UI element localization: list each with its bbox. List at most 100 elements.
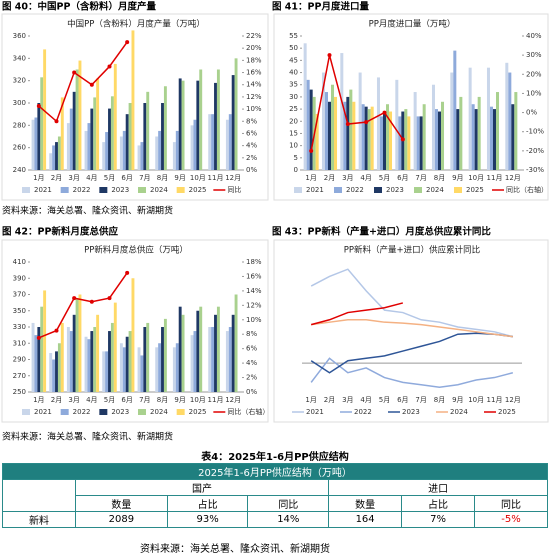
- y-tick-label: 390: [13, 274, 26, 282]
- y2-tick-label: 0%: [246, 388, 257, 396]
- x-tick-label: 9月: [174, 396, 185, 404]
- bar: [389, 111, 393, 170]
- x-tick-label: 3月: [342, 174, 353, 182]
- bar: [43, 49, 47, 170]
- x-tick-label: 5月: [379, 396, 390, 404]
- point: [72, 296, 77, 301]
- bar: [125, 336, 129, 392]
- bar: [146, 322, 150, 392]
- point: [54, 119, 59, 124]
- x-tick-label: 12月: [225, 396, 241, 404]
- y2-tick-label: 2%: [246, 374, 257, 382]
- y2-tick-label: 16%: [246, 69, 262, 77]
- bar: [72, 91, 76, 170]
- y2-tick-label: 20%: [526, 70, 542, 78]
- x-tick-label: 12月: [225, 174, 241, 182]
- point: [107, 64, 112, 69]
- chart-title: 中国PP（含粉料）月度产量（万吨）: [67, 19, 205, 30]
- legend-label: 2021: [306, 408, 324, 416]
- y2-tick-label: -20%: [526, 147, 544, 155]
- x-tick-label: 6月: [397, 396, 408, 404]
- point: [36, 104, 41, 109]
- bar: [370, 106, 374, 170]
- x-tick-label: 6月: [121, 396, 132, 404]
- cell: [2, 479, 76, 512]
- bar: [181, 80, 185, 170]
- y2-tick-label: 16%: [246, 272, 262, 280]
- y-tick-label: 20: [289, 117, 298, 125]
- table-title: 2025年1-6月PP供应结构（万吨）: [2, 463, 548, 480]
- bar: [434, 109, 438, 170]
- bar: [208, 114, 212, 170]
- y-tick-label: 330: [13, 323, 26, 331]
- cell: 164: [328, 511, 403, 528]
- x-tick-label: 4月: [86, 174, 97, 182]
- y-tick-label: 370: [13, 291, 26, 299]
- legend-swatch: [334, 187, 342, 193]
- bar: [303, 43, 307, 170]
- bar: [231, 75, 235, 170]
- legend-label: 2021: [34, 186, 52, 194]
- bar: [196, 310, 200, 392]
- x-tick-label: 11月: [487, 174, 503, 182]
- line: [310, 332, 513, 374]
- y2-tick-label: 6%: [246, 129, 257, 137]
- bar: [113, 63, 117, 170]
- y2-tick-label: 4%: [246, 359, 257, 367]
- legend-label: 2023: [111, 186, 129, 194]
- y2-tick-label: 14%: [246, 81, 262, 89]
- bar: [364, 106, 368, 170]
- bar: [78, 294, 82, 392]
- point: [36, 335, 41, 340]
- legend-swatch: [374, 187, 382, 193]
- y-tick-label: 340: [13, 54, 26, 62]
- bar: [122, 130, 126, 170]
- bar: [190, 125, 194, 170]
- y2-tick-label: 0%: [246, 166, 257, 174]
- bar: [234, 294, 238, 392]
- legend-label: 2022: [73, 186, 91, 194]
- cell: 2089: [74, 511, 168, 528]
- y-tick-label: 0: [294, 166, 298, 174]
- bar: [309, 89, 313, 170]
- bar: [492, 109, 497, 170]
- x-tick-label: 9月: [452, 174, 463, 182]
- legend-label: 2024: [450, 408, 468, 416]
- bar: [386, 104, 390, 170]
- figure-title: 图 43：PP新料（产量+进口）月度总供应累计同比: [272, 226, 491, 238]
- bar: [55, 142, 58, 170]
- bar: [193, 119, 197, 170]
- bar: [131, 30, 135, 170]
- bar: [175, 130, 179, 170]
- bar: [228, 327, 232, 392]
- legend-swatch: [454, 187, 462, 193]
- y-tick-label: 25: [289, 105, 298, 113]
- y-tick-label: 10: [289, 142, 298, 150]
- bar: [459, 96, 463, 170]
- col: 数量: [328, 495, 403, 512]
- legend-swatch: [60, 409, 69, 415]
- x-tick-label: 5月: [104, 174, 115, 182]
- bar: [37, 327, 41, 392]
- legend-label: 2023: [386, 186, 404, 194]
- x-tick-label: 11月: [208, 174, 224, 182]
- x-tick-label: 10月: [468, 396, 484, 404]
- y-tick-label: 40: [289, 69, 298, 77]
- bar: [140, 142, 144, 170]
- point: [382, 110, 387, 115]
- point: [125, 40, 130, 45]
- bar: [52, 145, 56, 170]
- bar: [34, 117, 38, 170]
- y-tick-label: 310: [13, 339, 26, 347]
- bar: [413, 92, 417, 170]
- bar: [108, 108, 111, 170]
- legend-swatch: [176, 409, 185, 415]
- x-tick-label: 7月: [415, 396, 426, 404]
- bar: [199, 306, 203, 392]
- y-tick-label: 50: [289, 44, 298, 52]
- group: 国产: [74, 479, 330, 496]
- y2-tick-label: 14%: [246, 287, 262, 295]
- bar: [193, 331, 197, 392]
- chart-title: PP月度进口量（万吨）: [369, 19, 456, 30]
- x-tick-label: 2月: [324, 174, 335, 182]
